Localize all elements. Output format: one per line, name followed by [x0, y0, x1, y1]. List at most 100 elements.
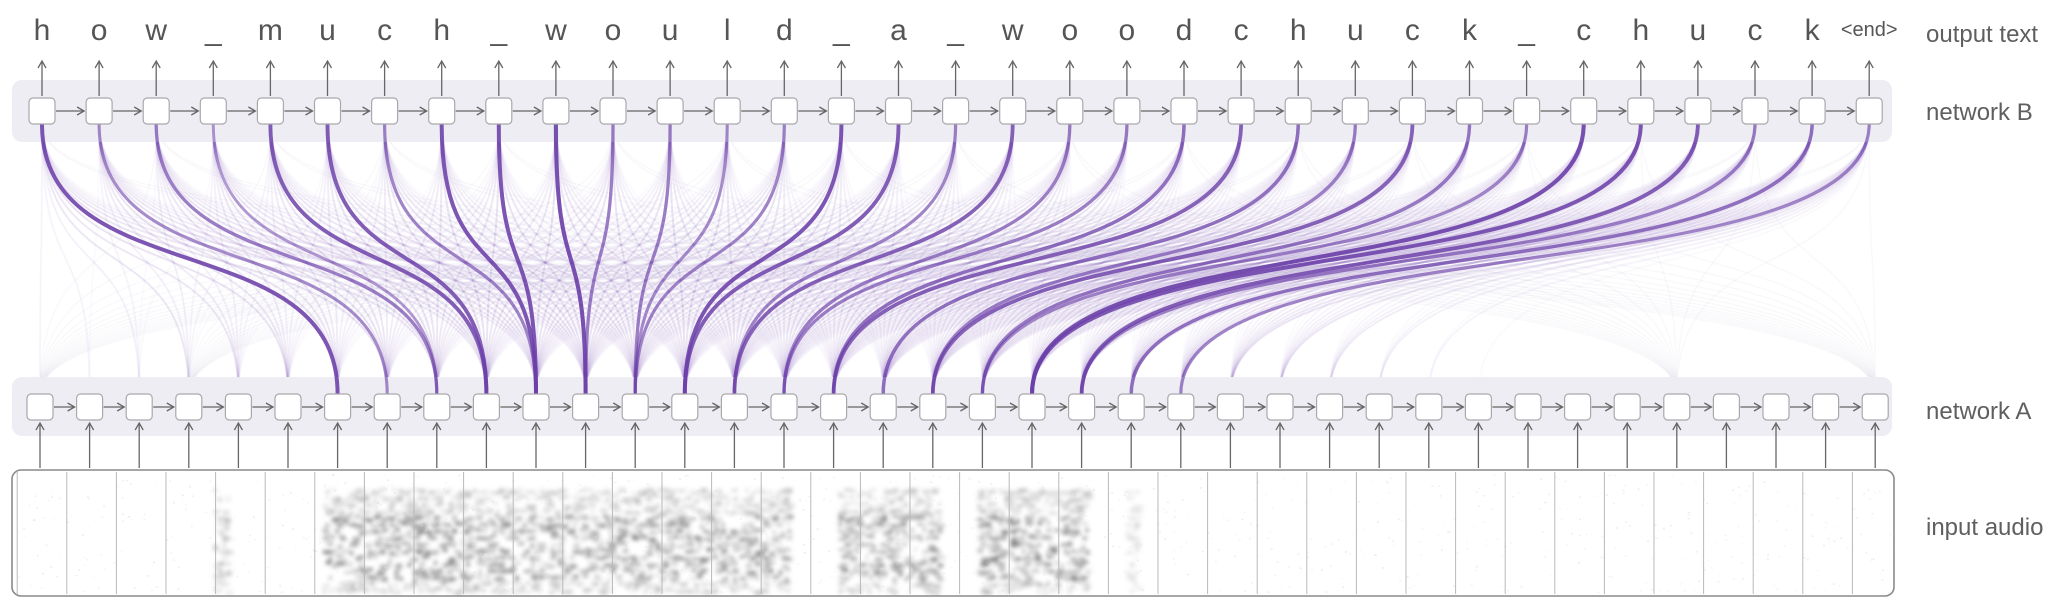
faint-attention-link: [1411, 123, 1876, 395]
faint-attention-link: [535, 123, 729, 395]
input-audio-frame: [11, 469, 1895, 597]
network-a-cell: [1315, 393, 1344, 421]
faint-attention-link: [41, 123, 141, 395]
faint-attention-link: [435, 123, 500, 395]
faint-attention-link: [485, 123, 957, 395]
faint-attention-link: [669, 123, 736, 395]
faint-attention-link: [683, 123, 729, 395]
faint-attention-link: [188, 123, 614, 395]
faint-attention-link: [98, 123, 587, 395]
faint-attention-link: [155, 123, 686, 395]
faint-attention-link: [612, 123, 1876, 395]
output-text-label: output text: [1926, 21, 2038, 48]
network-b-cell: [770, 97, 798, 125]
network-b-cell: [542, 97, 570, 125]
faint-attention-link: [612, 123, 637, 395]
attention-link: [930, 122, 1415, 396]
network-b-cell: [999, 97, 1027, 125]
faint-attention-link: [485, 123, 500, 395]
network-a-cell: [423, 393, 451, 421]
output-character: o: [605, 14, 622, 47]
faint-attention-link: [832, 123, 1300, 395]
faint-attention-link: [188, 123, 500, 395]
faint-attention-link: [155, 123, 240, 395]
faint-attention-link: [1031, 123, 1185, 395]
faint-attention-link: [269, 123, 587, 395]
faint-attention-link: [41, 123, 389, 395]
faint-attention-link: [840, 123, 1876, 395]
faint-attention-link: [981, 123, 1014, 395]
faint-attention-link: [584, 123, 672, 395]
faint-attention-link: [435, 123, 443, 395]
network-b-cell: [1798, 97, 1826, 125]
faint-attention-link: [726, 123, 785, 395]
faint-attention-link: [1378, 123, 1871, 395]
network-b-cell: [1684, 97, 1712, 125]
faint-attention-link: [497, 123, 637, 395]
faint-attention-link: [41, 123, 537, 395]
network-b-cell: [199, 97, 227, 125]
faint-attention-link: [39, 123, 728, 395]
network-b-cell: [1627, 97, 1655, 125]
faint-attention-link: [1031, 123, 1071, 395]
network-b-cells: [28, 97, 1883, 125]
attention-link: [732, 122, 958, 396]
attention-link: [211, 122, 439, 396]
input-audio-label: input audio: [1926, 514, 2043, 541]
faint-attention-link: [98, 123, 339, 395]
faint-attention-link: [733, 123, 1243, 395]
faint-attention-link: [634, 123, 900, 395]
faint-attention-link: [39, 123, 843, 395]
network-a-cell: [1415, 393, 1443, 421]
attention-link: [682, 122, 901, 396]
faint-attention-link: [981, 123, 1243, 395]
faint-attention-link: [155, 123, 190, 395]
faint-attention-link: [188, 123, 1870, 395]
faint-attention-link: [435, 123, 614, 395]
faint-attention-link: [683, 123, 1243, 395]
faint-attention-link: [383, 123, 1876, 395]
faint-attention-link: [634, 123, 843, 395]
output-text-characters: h o w _ m u c h _ w o u l d _ a _ w o o d c h u c k _ c h u c k <end>: [34, 14, 1898, 47]
faint-attention-link: [535, 123, 786, 395]
faint-attention-link: [155, 123, 537, 395]
faint-attention-link: [931, 123, 1185, 395]
faint-attention-link: [1031, 123, 1243, 395]
network-a-cell: [1861, 393, 1889, 421]
faint-attention-link: [981, 123, 1071, 395]
faint-attention-link: [1069, 123, 1678, 395]
faint-attention-link: [1640, 123, 1876, 395]
faint-attention-link: [386, 123, 500, 395]
faint-attention-link: [1640, 123, 1678, 395]
network-b-cell: [1284, 97, 1312, 125]
faint-attention-link: [783, 123, 1414, 395]
faint-attention-link: [1130, 123, 1414, 395]
faint-attention-link: [269, 123, 389, 395]
faint-attention-link: [1328, 123, 1756, 395]
faint-attention-link: [188, 123, 1414, 395]
faint-attention-link: [386, 123, 786, 395]
output-character: a: [890, 14, 907, 47]
faint-attention-link: [41, 123, 587, 395]
faint-attention-link: [287, 123, 443, 395]
network-a-cell: [1167, 393, 1195, 421]
faint-attention-link: [336, 123, 443, 395]
faint-attention-link: [1031, 123, 1357, 395]
faint-attention-link: [440, 123, 587, 395]
faint-attention-link: [1279, 123, 1585, 395]
faint-attention-link: [832, 123, 1414, 395]
faint-attention-link: [41, 123, 91, 395]
output-character: k: [1462, 14, 1478, 47]
faint-attention-link: [212, 123, 240, 395]
faint-attention-link: [155, 123, 488, 395]
faint-attention-link: [39, 123, 1528, 395]
attention-link: [732, 122, 1015, 396]
faint-attention-link: [155, 123, 1678, 395]
faint-attention-link: [535, 123, 557, 395]
faint-attention-link: [634, 123, 1243, 395]
faint-attention-link: [981, 123, 1756, 395]
attention-link: [931, 122, 1357, 396]
faint-attention-link: [39, 123, 272, 395]
faint-attention-link: [783, 123, 1528, 395]
faint-attention-link: [326, 123, 686, 395]
